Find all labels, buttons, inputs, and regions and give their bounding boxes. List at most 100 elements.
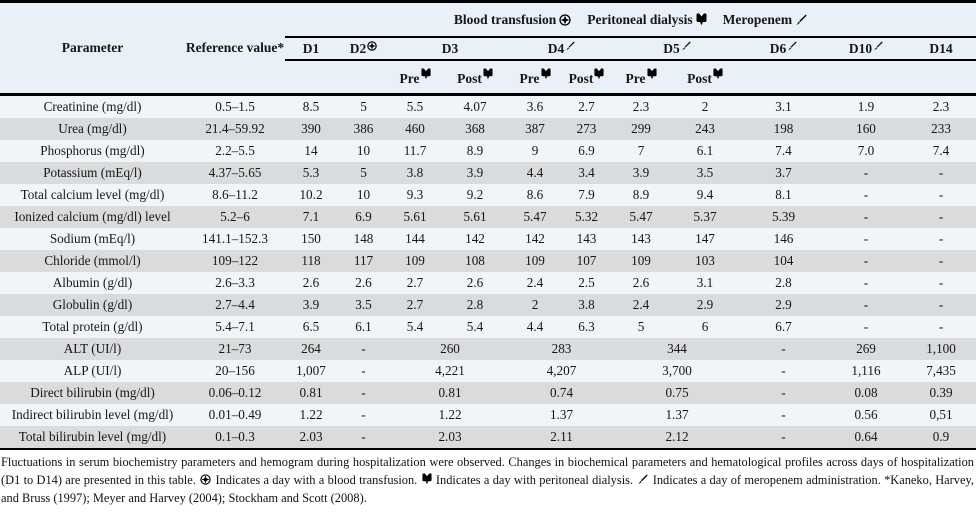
- value-cell: 10: [356, 187, 371, 202]
- empty-cell: [285, 60, 337, 96]
- parameter-cell: Urea (mg/dl): [58, 121, 127, 136]
- value-cell: 2: [531, 297, 539, 312]
- value-cell: 117: [353, 253, 374, 268]
- table-row: Phosphorus (mg/dl) 2.2–5.5 14 10 11.7 8.9 9 6.9…: [0, 140, 976, 162]
- value-cell: 3.9: [466, 165, 484, 180]
- value-cell: -: [863, 187, 869, 202]
- footnote-text-4: Indicates a day of meropenem administrat…: [1, 473, 974, 505]
- value-cell: 233: [931, 121, 951, 136]
- legend-meropenem: Meropenem: [723, 12, 807, 28]
- parameter-cell: ALP (UI/l): [63, 363, 122, 378]
- value-cell: 0.74: [549, 385, 574, 400]
- dialysis-bag-icon: [696, 13, 707, 26]
- value-cell: -: [938, 209, 944, 224]
- post-label: Post: [457, 70, 482, 86]
- value-cell: 3.8: [578, 297, 595, 312]
- value-cell: 0.75: [665, 385, 689, 400]
- d3-pre-header: Pre: [390, 60, 440, 96]
- reference-cell: 2.7–4.4: [215, 297, 255, 312]
- value-cell: -: [863, 253, 869, 268]
- value-cell: 5: [637, 319, 645, 334]
- day-header-d6: D6: [741, 37, 826, 61]
- footnote-text-3: Indicates a day with peritoneal dialysis…: [435, 473, 634, 487]
- value-cell: 3.4: [578, 165, 595, 180]
- value-cell: 8.6: [526, 187, 544, 202]
- value-cell: 273: [576, 121, 597, 136]
- value-cell: -: [781, 385, 786, 400]
- legend-peritoneal-dialysis: Peritoneal dialysis: [587, 11, 707, 28]
- reference-cell: 141.1–152.3: [202, 231, 268, 246]
- parameter-cell: Chloride (mmol/l): [44, 253, 141, 268]
- value-cell: 2.9: [775, 297, 792, 312]
- parameter-cell: Phosphorus (mg/dl): [40, 143, 145, 158]
- parameter-column-header: Parameter: [0, 1, 185, 96]
- d5-post-header: Post: [669, 60, 741, 96]
- reference-cell: 5.2–6: [220, 209, 250, 224]
- legend-label: Peritoneal dialysis: [587, 11, 693, 27]
- value-cell: 1,007: [296, 363, 326, 378]
- value-cell: 6.9: [578, 143, 595, 158]
- transfusion-icon: [559, 13, 571, 26]
- value-cell: 1,100: [926, 341, 956, 356]
- d5-pre-header: Pre: [613, 60, 669, 96]
- biochemistry-table: Parameter Reference value* Blood transfu…: [0, 0, 976, 450]
- value-cell: 3.5: [355, 297, 372, 312]
- value-cell: 107: [576, 253, 597, 268]
- reference-cell: 109–122: [211, 253, 259, 268]
- value-cell: 6.7: [775, 319, 792, 334]
- value-cell: 2.11: [510, 426, 613, 450]
- parameter-cell: Creatinine (mg/dl): [43, 99, 142, 114]
- value-cell: 4,207: [546, 363, 577, 378]
- parameter-cell: Direct bilirubin (mg/dl): [30, 385, 155, 400]
- reference-column-header: Reference value*: [185, 1, 285, 96]
- table-row: Total bilirubin level (mg/dl) 0.1–0.3 2.03…: [0, 426, 976, 450]
- parameter-cell: Ionized calcium (mg/dl) level: [14, 209, 171, 224]
- day-label: D5: [663, 40, 680, 56]
- value-cell: 2.5: [578, 275, 595, 290]
- table-row: Creatinine (mg/dl) 0.5–1.5 8.5 5 5.5 4.07 3.6 2…: [0, 94, 976, 118]
- value-cell: 103: [695, 253, 715, 268]
- value-cell: -: [863, 275, 869, 290]
- reference-cell: 21.4–59.92: [205, 121, 265, 136]
- value-cell: 1.37: [549, 407, 574, 422]
- empty-cell: [906, 60, 976, 96]
- value-cell: 368: [465, 121, 485, 136]
- value-cell: -: [938, 319, 944, 334]
- value-cell: 9.3: [406, 187, 424, 202]
- value-cell: 2.8: [466, 297, 484, 312]
- value-cell: 143: [576, 231, 597, 246]
- value-cell: 1,116: [851, 363, 881, 378]
- transfusion-icon: [367, 40, 377, 51]
- value-cell: -: [337, 426, 390, 450]
- value-cell: -: [863, 209, 869, 224]
- value-cell: 7.4: [775, 143, 792, 158]
- value-cell: 5.37: [693, 209, 717, 224]
- value-cell: -: [863, 319, 869, 334]
- value-cell: 4.07: [463, 99, 487, 114]
- value-cell: 6.5: [302, 319, 320, 334]
- parameter-cell: Sodium (mEq/l): [49, 231, 136, 246]
- value-cell: 118: [301, 253, 321, 268]
- value-cell: 0.9: [906, 426, 976, 450]
- legend-label: Blood transfusion: [453, 11, 557, 27]
- value-cell: 2.3: [632, 99, 650, 114]
- value-cell: -: [361, 407, 366, 422]
- value-cell: 142: [525, 231, 545, 246]
- parameter-cell: Globulin (g/dl): [52, 297, 133, 312]
- value-cell: 4,221: [435, 363, 465, 378]
- value-cell: 5.47: [523, 209, 547, 224]
- pen-icon: [638, 474, 649, 485]
- footnote-text-2: Indicates a day with a blood transfusion…: [215, 473, 418, 487]
- table-header: Parameter Reference value* Blood transfu…: [0, 1, 976, 96]
- day-header-d3: D3: [390, 37, 510, 61]
- value-cell: 264: [301, 341, 321, 356]
- parameter-cell: Potassium (mEq/l): [43, 165, 142, 180]
- value-cell: -: [938, 231, 944, 246]
- value-cell: 9: [531, 143, 539, 158]
- value-cell: -: [781, 363, 786, 378]
- post-label: Post: [568, 70, 594, 86]
- value-cell: 10: [356, 143, 371, 158]
- value-cell: 3.1: [696, 275, 714, 290]
- reference-cell: 2.2–5.5: [215, 143, 255, 158]
- value-cell: 144: [405, 231, 425, 246]
